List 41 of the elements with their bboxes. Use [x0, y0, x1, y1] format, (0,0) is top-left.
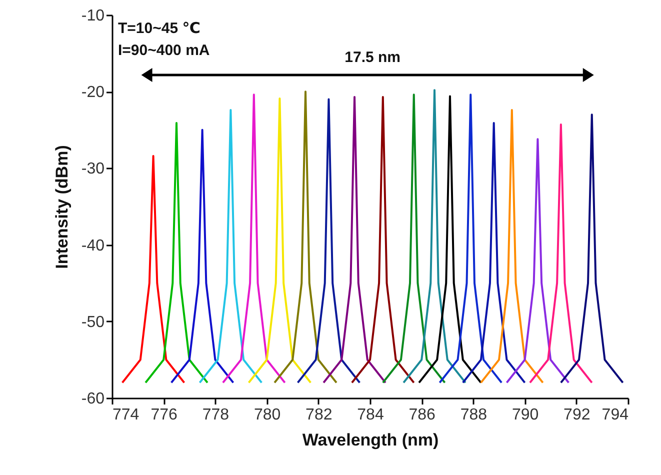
x-tick-label: 790 [512, 406, 539, 424]
line-series [170, 128, 234, 384]
line-series [560, 114, 624, 384]
y-axis-title: Intensity (dBm) [52, 145, 72, 269]
y-tick-label: -40 [81, 237, 105, 254]
x-tick-label: 784 [357, 406, 384, 424]
x-tick-label: 774 [112, 406, 140, 424]
line-series [506, 138, 570, 384]
x-tick-label: 780 [254, 406, 281, 424]
y-tick-label: -60 [81, 390, 105, 408]
x-tick-label: 778 [202, 406, 230, 424]
line-series [462, 122, 526, 384]
line-series [222, 94, 286, 384]
x-tick-label: 786 [408, 406, 436, 424]
line-series [296, 98, 361, 384]
line-series [418, 95, 482, 384]
x-axis-title: Wavelength (nm) [302, 430, 439, 450]
x-tick-label: 788 [460, 406, 488, 424]
annotation: T=10~45 ℃ [118, 20, 200, 37]
line-series [402, 89, 466, 384]
x-tick-label: 782 [306, 406, 332, 424]
y-tick-label: -10 [81, 8, 105, 24]
line-series [480, 108, 544, 384]
y-tick-label: -50 [81, 314, 105, 331]
line-series [382, 94, 446, 384]
line-series [322, 96, 386, 384]
line-series [350, 96, 415, 384]
y-tick-label: -20 [81, 84, 105, 102]
x-tick-label: 794 [602, 406, 629, 424]
x-tick-label: 776 [150, 406, 178, 424]
line-series [121, 154, 186, 384]
line-series [144, 122, 208, 384]
x-tick-label: 792 [564, 406, 590, 424]
line-series [198, 108, 263, 384]
y-tick-label: -30 [81, 160, 105, 178]
line-series [528, 124, 593, 384]
line-series [248, 97, 312, 384]
line-series [274, 90, 338, 384]
annotation: I=90~400 mA [118, 42, 210, 59]
line-series [438, 94, 503, 384]
annotation: 17.5 nm [344, 49, 401, 66]
